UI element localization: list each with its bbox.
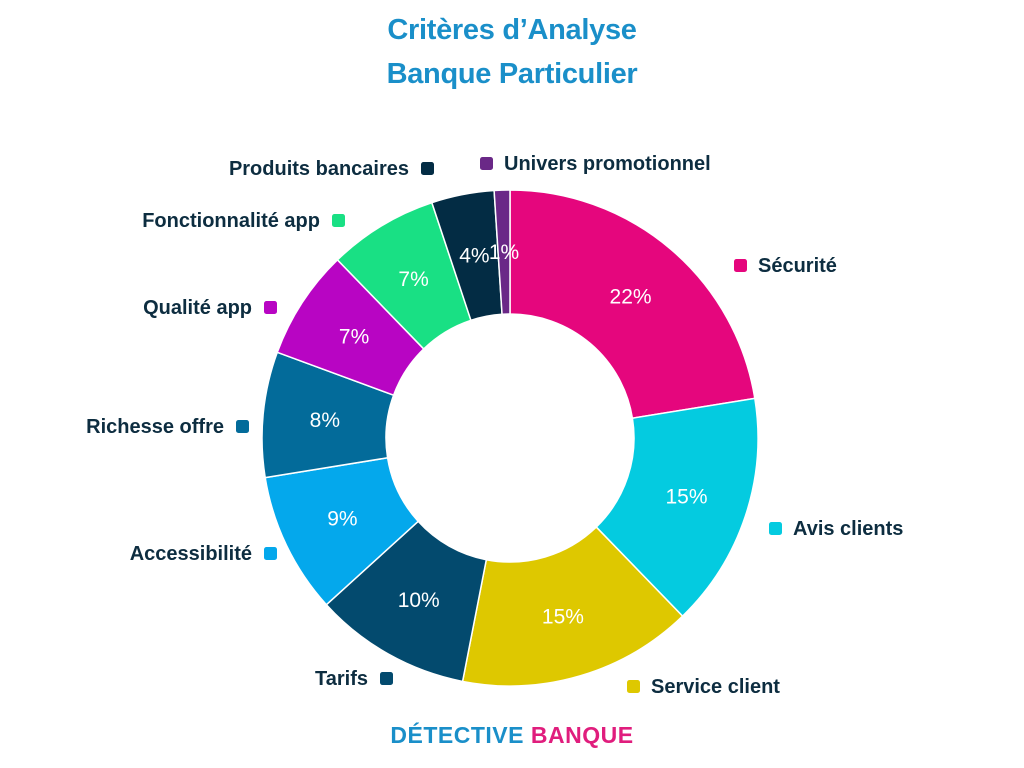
detective-banque-logo: DÉTECTIVE BANQUE [0, 722, 1024, 749]
chart-title: Critères d’Analyse [387, 14, 637, 46]
chart-subtitle: Banque Particulier [386, 58, 638, 90]
pct-label-avis-clients: 15% [666, 486, 708, 509]
legend-label-tarifs: Tarifs [315, 668, 368, 690]
slice-univers-promotionnel [493, 189, 511, 316]
pct-label-fonctionnalite-app: 7% [398, 268, 428, 291]
legend-label-securite: Sécurité [758, 255, 837, 277]
pct-label-securite: 22% [610, 285, 652, 308]
legend-label-accessibilite: Accessibilité [130, 543, 252, 565]
legend-label-fonctionnalite-app: Fonctionnalité app [142, 210, 320, 232]
slice-avis-clients [595, 397, 759, 618]
legend-label-richesse-offre: Richesse offre [86, 416, 224, 438]
slice-service-client [461, 526, 684, 687]
legend-swatch-richesse-offre [236, 420, 249, 433]
pct-label-qualite-app: 7% [339, 326, 369, 349]
pct-label-produits-bancaires: 4% [459, 244, 489, 267]
legend-label-avis-clients: Avis clients [793, 518, 903, 540]
legend-swatch-fonctionnalite-app [332, 214, 345, 227]
legend: Sécurité Avis clients Service client Tarifs… [86, 153, 903, 698]
legend-swatch-tarifs [380, 672, 393, 685]
legend-swatch-qualite-app [264, 301, 277, 314]
legend-swatch-service-client [627, 680, 640, 693]
logo-word-banque: BANQUE [530, 722, 634, 748]
percentage-labels: 22% 15% 15% 10% 9% 8% 7% 7% 4% 1% [310, 241, 708, 628]
logo-word-detective: DÉTECTIVE [390, 722, 524, 748]
pct-label-univers-promotionnel: 1% [489, 241, 519, 264]
donut-slices [261, 189, 759, 687]
legend-swatch-univers-promotionnel [480, 157, 493, 170]
legend-label-produits-bancaires: Produits bancaires [229, 158, 409, 180]
pct-label-accessibilite: 9% [327, 508, 357, 531]
legend-swatch-produits-bancaires [421, 162, 434, 175]
slice-securite [509, 189, 756, 420]
legend-label-qualite-app: Qualité app [143, 297, 252, 319]
legend-swatch-avis-clients [769, 522, 782, 535]
pct-label-service-client: 15% [542, 605, 584, 628]
legend-swatch-accessibilite [264, 547, 277, 560]
pct-label-richesse-offre: 8% [310, 409, 340, 432]
pct-label-tarifs: 10% [398, 589, 440, 612]
legend-label-univers-promotionnel: Univers promotionnel [504, 153, 711, 175]
legend-swatch-securite [734, 259, 747, 272]
legend-label-service-client: Service client [651, 676, 780, 698]
